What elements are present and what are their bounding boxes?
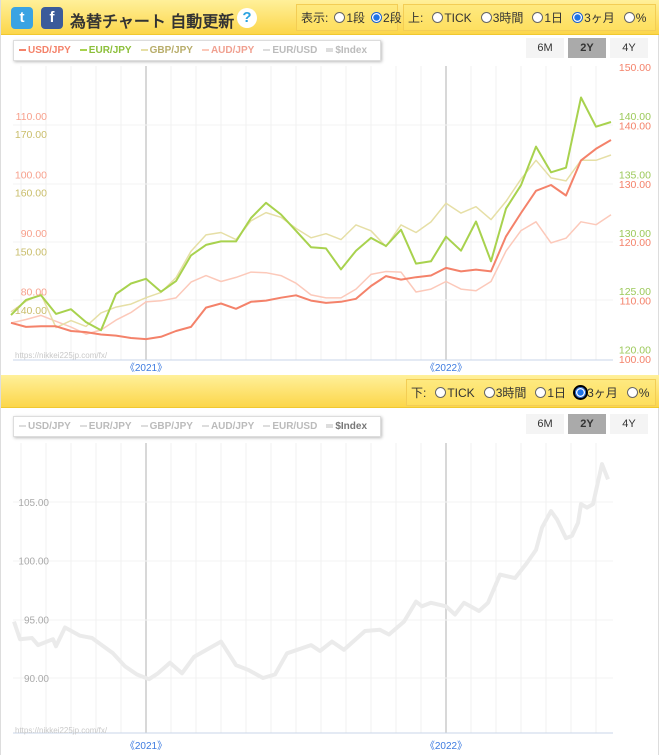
legend-eurusd[interactable]: EUR/USD: [263, 421, 317, 432]
y-tick-label: 90.00: [24, 674, 49, 685]
header-bar: t f 為替チャート 自動更新 ? 表示: 1段 2段 上: TICK 3時間 …: [1, 0, 659, 35]
watermark: https://nikkei225jp.com/fx/: [15, 726, 108, 735]
x-tick-label: 《2022》: [425, 740, 467, 752]
top-range-4y[interactable]: 4Y: [610, 38, 648, 58]
display-option-2[interactable]: 2段: [371, 9, 402, 26]
top-legend: USD/JPY EUR/JPY GBP/JPY AUD/JPY EUR/USD …: [13, 40, 381, 61]
y-tick-label: 130.00: [619, 179, 651, 191]
twitter-icon[interactable]: t: [11, 7, 33, 29]
y-tick-label: 130.00: [619, 228, 651, 240]
page-title: 為替チャート 自動更新: [70, 14, 235, 31]
bottom-range-2y[interactable]: 2Y: [568, 414, 606, 434]
lower-option-3h[interactable]: 3時間: [483, 384, 526, 401]
upper-option-3m[interactable]: 3ヶ月: [572, 9, 615, 26]
legend-usdjpy[interactable]: USD/JPY: [19, 421, 71, 432]
y-tick-label: 80.00: [21, 287, 47, 299]
legend-eurusd[interactable]: EUR/USD: [263, 45, 317, 56]
y-tick-label: 100.00: [18, 557, 49, 568]
series-line-gbpjpy: [10, 154, 612, 329]
y-tick-label: 90.00: [21, 228, 47, 240]
lower-option-3m[interactable]: 3ヶ月: [575, 384, 618, 401]
bottom-range-6m[interactable]: 6M: [526, 414, 564, 434]
legend-gbpjpy[interactable]: GBP/JPY: [140, 421, 193, 432]
y-tick-label: 110.00: [620, 296, 651, 308]
y-tick-label: 100.00: [619, 354, 651, 366]
lower-option-1d[interactable]: 1日: [535, 384, 566, 401]
legend-index[interactable]: $Index: [326, 421, 367, 432]
upper-label: 上:: [408, 11, 424, 25]
upper-option-3h[interactable]: 3時間: [480, 9, 523, 26]
series-line-audjpy: [10, 214, 612, 335]
top-chart: 150.00140.00130.00120.00110.00100.00140.…: [10, 62, 651, 374]
y-tick-label: 150.00: [15, 246, 47, 258]
upper-period-group: 上: TICK 3時間 1日 3ヶ月 %: [403, 4, 656, 31]
facebook-icon[interactable]: f: [41, 7, 63, 29]
y-tick-label: 140.00: [619, 120, 651, 132]
bottom-range-4y[interactable]: 4Y: [610, 414, 648, 434]
top-range-2y[interactable]: 2Y: [568, 38, 606, 58]
upper-option-pct[interactable]: %: [623, 11, 646, 25]
help-icon[interactable]: ?: [237, 8, 257, 28]
y-tick-label: 135.00: [619, 169, 651, 181]
upper-option-1d[interactable]: 1日: [532, 9, 563, 26]
legend-index[interactable]: $Index: [326, 45, 367, 56]
legend-gbpjpy[interactable]: GBP/JPY: [140, 45, 193, 56]
lower-bar: 下: TICK 3時間 1日 3ヶ月 %: [1, 375, 659, 408]
y-tick-label: 95.00: [24, 615, 49, 626]
y-tick-label: 125.00: [619, 286, 651, 298]
x-tick-label: 《2021》: [125, 362, 167, 374]
display-mode-group: 表示: 1段 2段: [296, 4, 402, 31]
lower-label: 下:: [411, 386, 427, 400]
y-tick-label: 120.00: [619, 345, 651, 357]
display-label: 表示:: [301, 11, 329, 25]
y-tick-label: 100.00: [15, 170, 47, 182]
top-range-6m[interactable]: 6M: [526, 38, 564, 58]
y-tick-label: 140.00: [619, 111, 651, 123]
lower-period-group: 下: TICK 3時間 1日 3ヶ月 %: [406, 379, 656, 406]
lower-option-pct[interactable]: %: [626, 386, 649, 400]
x-tick-label: 《2021》: [125, 740, 167, 752]
legend-eurjpy[interactable]: EUR/JPY: [79, 421, 132, 432]
y-tick-label: 105.00: [18, 498, 49, 509]
y-tick-label: 150.00: [619, 62, 651, 74]
x-tick-label: 《2022》: [425, 362, 467, 374]
series-line-usdjpy: [10, 139, 612, 341]
y-tick-label: 120.00: [619, 237, 651, 249]
series-line-eurjpy: [10, 96, 612, 332]
y-tick-label: 160.00: [15, 188, 47, 200]
upper-option-tick[interactable]: TICK: [432, 11, 472, 25]
legend-eurjpy[interactable]: EUR/JPY: [79, 45, 132, 56]
series-line-index: [12, 462, 610, 682]
lower-option-tick[interactable]: TICK: [435, 386, 475, 400]
y-tick-label: 110.00: [16, 111, 47, 123]
y-tick-label: 170.00: [15, 129, 47, 141]
legend-audjpy[interactable]: AUD/JPY: [201, 421, 254, 432]
y-tick-label: 140.00: [15, 305, 47, 317]
legend-audjpy[interactable]: AUD/JPY: [201, 45, 254, 56]
watermark: https://nikkei225jp.com/fx/: [15, 351, 108, 360]
display-option-1[interactable]: 1段: [334, 9, 365, 26]
bottom-legend: USD/JPY EUR/JPY GBP/JPY AUD/JPY EUR/USD …: [13, 416, 381, 437]
legend-usdjpy[interactable]: USD/JPY: [19, 45, 71, 56]
